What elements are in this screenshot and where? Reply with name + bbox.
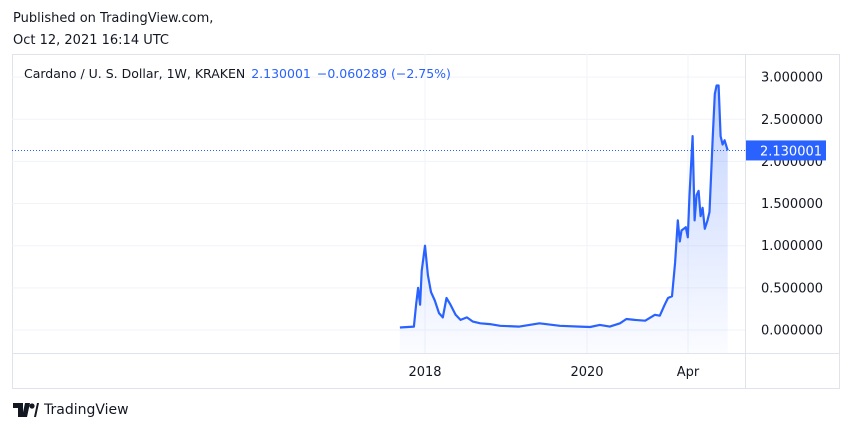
y-tick-label: 0.000000 xyxy=(761,324,823,339)
chart-legend: Cardano / U. S. Dollar, 1W, KRAKEN 2.1300… xyxy=(24,66,451,81)
y-tick-label: 1.000000 xyxy=(761,239,823,254)
area-fill xyxy=(399,85,728,353)
x-tick-label: Apr xyxy=(677,365,700,380)
y-tick-label: 3.000000 xyxy=(761,71,823,86)
y-tick-label: 0.500000 xyxy=(761,281,823,296)
symbol-title: Cardano / U. S. Dollar, 1W, KRAKEN xyxy=(24,66,246,81)
tradingview-logo[interactable]: TradingView xyxy=(13,402,129,418)
y-tick-label: 1.500000 xyxy=(761,197,823,212)
y-tick-label: 2.500000 xyxy=(761,113,823,128)
publish-info: Published on TradingView.com, Oct 12, 20… xyxy=(13,8,213,52)
last-price-badge xyxy=(746,140,826,161)
last-price: 2.130001 xyxy=(251,66,311,81)
price-change: −0.060289 (−2.75%) xyxy=(316,66,451,81)
brand-name: TradingView xyxy=(44,402,129,418)
x-tick-label: 2020 xyxy=(570,365,603,380)
price-line xyxy=(399,84,729,329)
last-price-badge-text: 2.130001 xyxy=(760,144,822,159)
tradingview-logo-icon xyxy=(13,403,39,417)
chart-frame xyxy=(12,54,840,389)
published-text: Published on TradingView.com, xyxy=(13,11,214,26)
x-tick-label: 2018 xyxy=(408,365,441,380)
timestamp: Oct 12, 2021 16:14 UTC xyxy=(13,33,169,48)
